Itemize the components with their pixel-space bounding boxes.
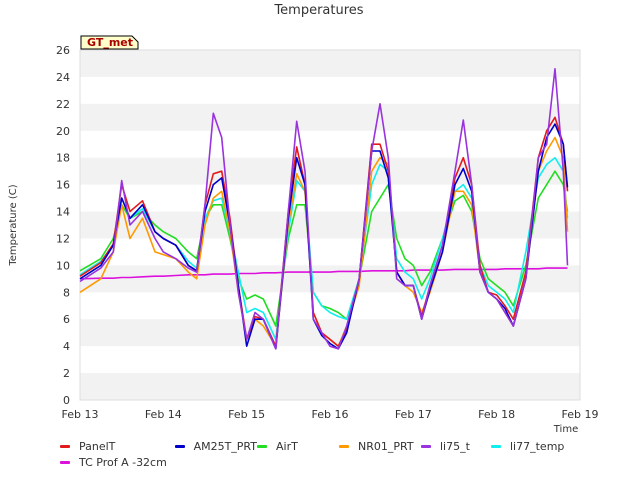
legend-item: li75_t	[421, 440, 491, 453]
legend-row: TC Prof A -32cm	[60, 454, 620, 470]
gt-met-badge: GT_met	[80, 35, 139, 50]
legend-label: li77_temp	[510, 439, 565, 453]
legend-label: TC Prof A -32cm	[79, 455, 167, 469]
legend-item: PanelT	[60, 440, 175, 453]
y-tick-label: 6	[63, 313, 70, 326]
x-tick-label: Feb 19	[562, 408, 599, 421]
y-tick-label: 14	[56, 206, 70, 219]
y-tick-label: 12	[56, 232, 70, 245]
legend: PanelT AM25T_PRT AirT NR01_PRT li75_t li77_te…	[60, 438, 620, 470]
y-tick-label: 22	[56, 98, 70, 111]
x-axis: Feb 13 Feb 14 Feb 15 Feb 16 Feb 17 Feb 18 Feb …	[62, 408, 599, 421]
series-line-airt	[79, 170, 569, 327]
badge-text: GT_met	[87, 36, 133, 49]
legend-swatch	[60, 460, 70, 464]
legend-label: AM25T_PRT	[193, 439, 257, 453]
y-tick-label: 24	[56, 71, 70, 84]
legend-label: PanelT	[79, 439, 116, 453]
legend-swatch	[421, 444, 431, 448]
plot-border	[79, 49, 581, 401]
series-line-tc-prof-a-32cm	[79, 267, 568, 280]
series-line-li75-t	[79, 68, 569, 350]
legend-swatch	[491, 444, 501, 448]
x-tick-label: Feb 13	[62, 408, 99, 421]
x-tick-label: Feb 16	[312, 408, 349, 421]
y-tick-label: 16	[56, 179, 70, 192]
y-tick-label: 2	[63, 367, 70, 380]
y-axis-label: Temperature (C)	[8, 184, 19, 266]
x-tick-label: Feb 18	[478, 408, 515, 421]
legend-swatch	[60, 444, 70, 448]
grid-band	[80, 319, 580, 347]
x-axis-label: Time	[553, 424, 578, 435]
grid-band	[80, 103, 580, 131]
series-lines	[79, 68, 569, 350]
y-tick-label: 10	[56, 259, 70, 272]
legend-swatch	[339, 444, 349, 448]
legend-swatch	[257, 444, 267, 448]
legend-item: li77_temp	[491, 440, 573, 453]
grid-band	[80, 211, 580, 239]
x-tick-label: Feb 15	[228, 408, 265, 421]
legend-item: AirT	[257, 440, 339, 453]
y-tick-label: 20	[56, 125, 70, 138]
legend-item: TC Prof A -32cm	[60, 456, 175, 469]
y-tick-label: 18	[56, 152, 70, 165]
grid-band	[80, 157, 580, 185]
legend-label: li75_t	[440, 439, 470, 453]
legend-label: NR01_PRT	[358, 439, 414, 453]
legend-item: NR01_PRT	[339, 440, 421, 453]
y-tick-label: 4	[63, 340, 70, 353]
x-tick-label: Feb 17	[395, 408, 432, 421]
grid-band	[80, 373, 580, 400]
legend-label: AirT	[276, 439, 298, 453]
legend-item: AM25T_PRT	[175, 440, 257, 453]
x-tick-label: Feb 14	[145, 408, 182, 421]
y-tick-label: 0	[63, 394, 70, 407]
legend-row: PanelT AM25T_PRT AirT NR01_PRT li75_t li77_te…	[60, 438, 620, 454]
legend-swatch	[175, 444, 185, 448]
grid-band	[80, 50, 580, 77]
y-tick-label: 8	[63, 286, 70, 299]
series-line-li77-temp	[79, 156, 569, 341]
y-tick-label: 26	[56, 44, 70, 57]
chart-title: Temperatures	[273, 3, 363, 18]
